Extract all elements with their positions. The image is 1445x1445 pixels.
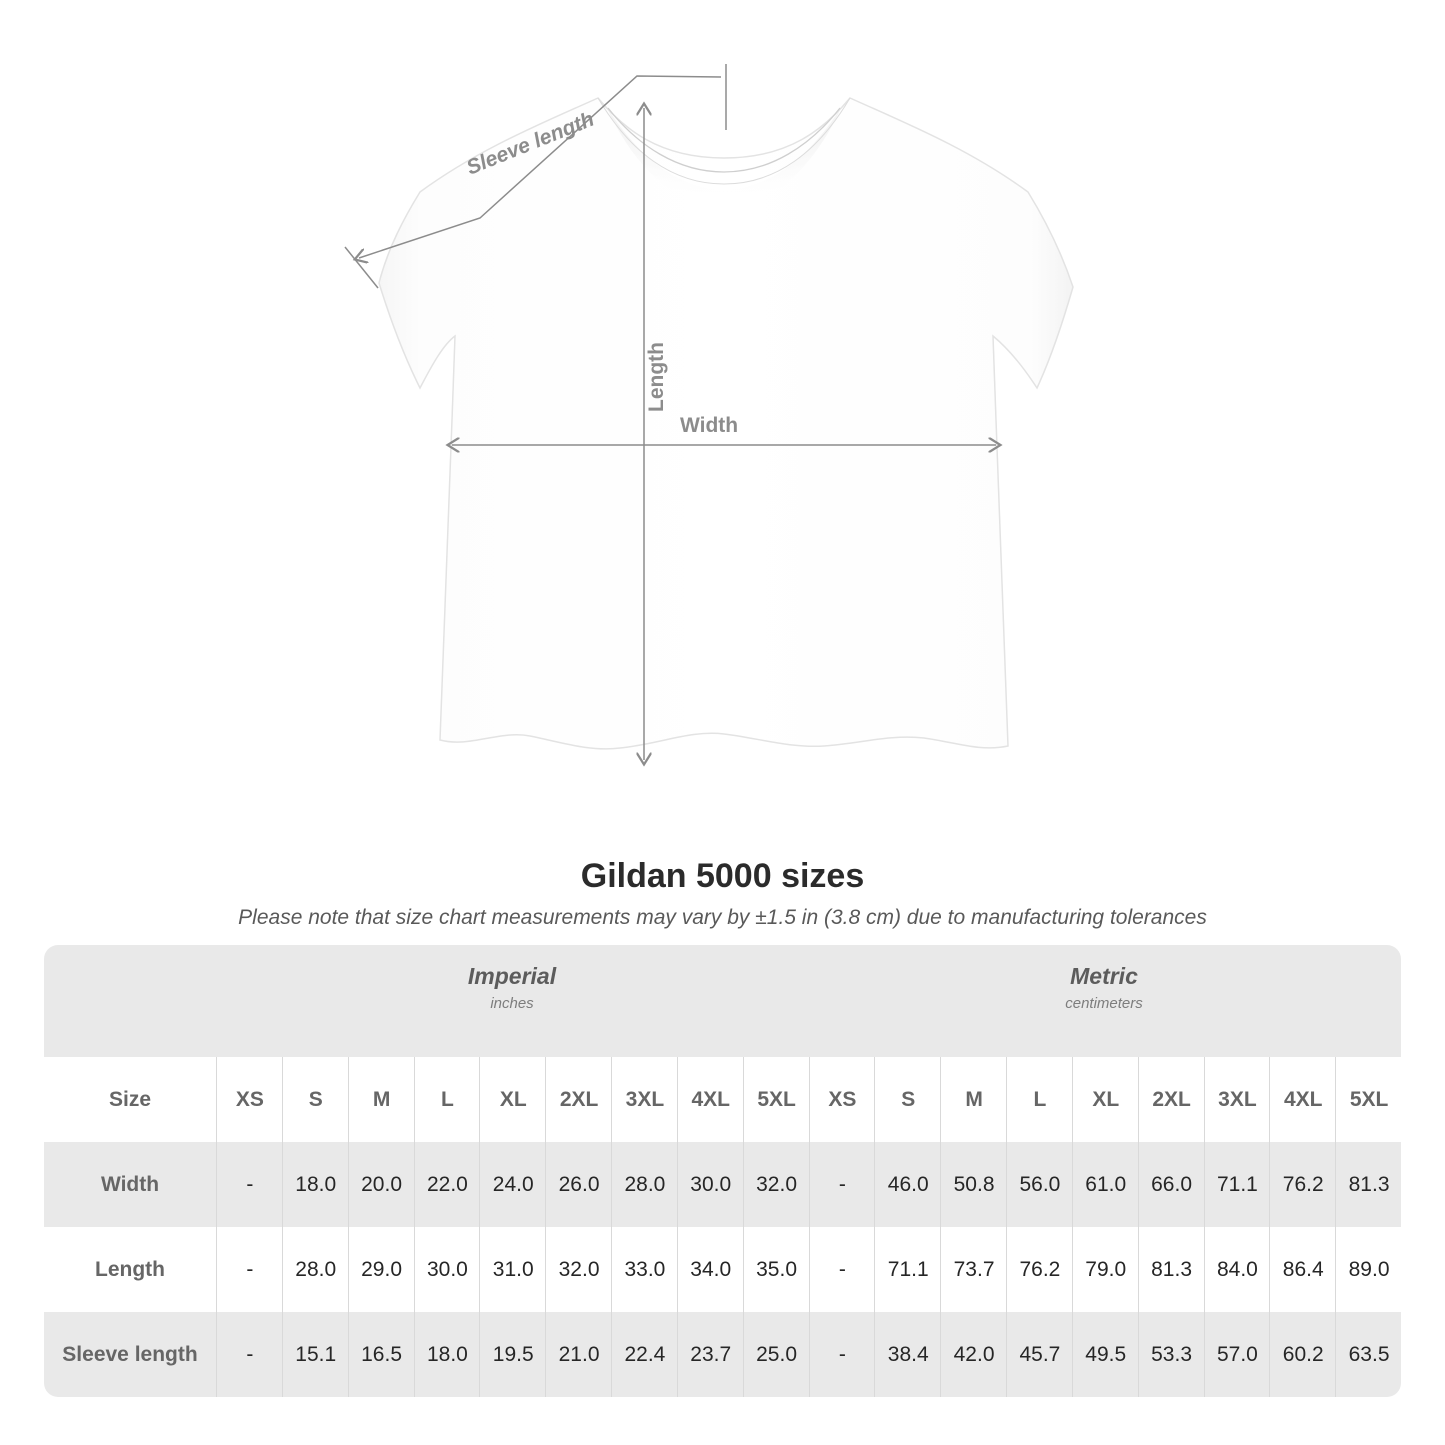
svg-text:Length: Length <box>645 342 668 412</box>
svg-text:Width: Width <box>680 414 738 437</box>
